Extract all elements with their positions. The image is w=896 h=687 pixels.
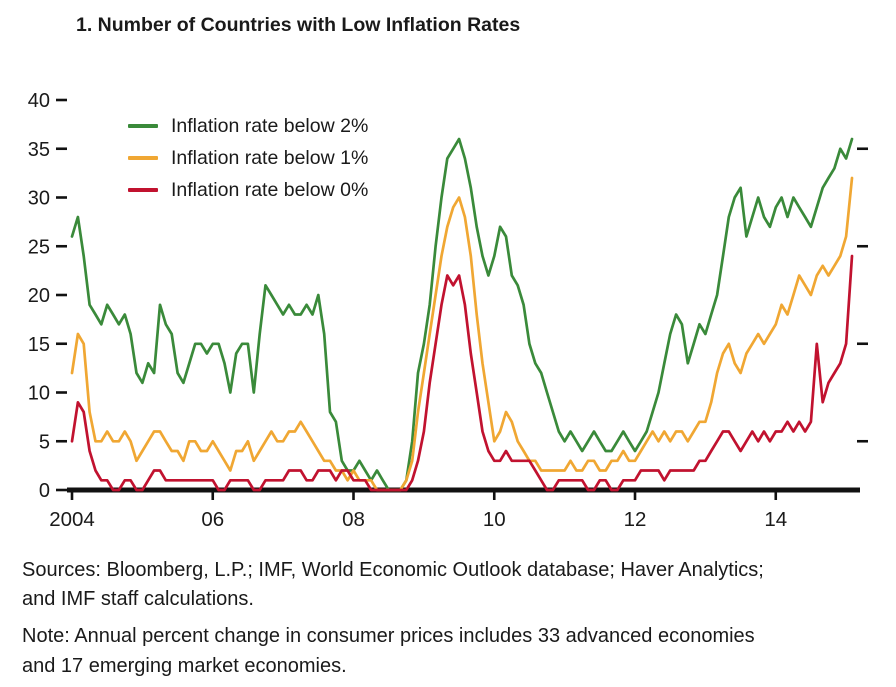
svg-text:06: 06 bbox=[201, 508, 224, 531]
sources-line-1: Sources: Bloomberg, L.P.; IMF, World Eco… bbox=[22, 559, 764, 581]
legend-swatch-green-icon bbox=[128, 124, 158, 128]
legend-label-below-0pct: Inflation rate below 0% bbox=[171, 178, 369, 201]
legend-swatch-red-icon bbox=[128, 188, 158, 192]
chart-svg: 0 5 10 15 20 25 30 35 40 2004 06 08 10 12 14 bbox=[28, 90, 868, 531]
note-line-1: Note: Annual percent change in consumer … bbox=[22, 625, 755, 648]
svg-text:2004: 2004 bbox=[49, 508, 95, 531]
svg-text:10: 10 bbox=[483, 508, 506, 531]
svg-text:15: 15 bbox=[28, 334, 50, 356]
svg-text:25: 25 bbox=[28, 236, 50, 258]
svg-text:30: 30 bbox=[28, 188, 50, 210]
legend-item-below-1pct: Inflation rate below 1% bbox=[128, 142, 368, 174]
svg-text:35: 35 bbox=[28, 139, 50, 161]
svg-text:20: 20 bbox=[28, 285, 50, 307]
svg-text:5: 5 bbox=[39, 431, 50, 453]
legend-swatch-orange-icon bbox=[128, 156, 158, 160]
figure-title: 1. Number of Countries with Low Inflatio… bbox=[76, 14, 521, 36]
sources-text: Sources: Bloomberg, L.P.; IMF, World Eco… bbox=[22, 556, 882, 614]
svg-text:12: 12 bbox=[624, 508, 647, 531]
sources-line-2: and IMF staff calculations. bbox=[22, 588, 254, 611]
chart-area: 0 5 10 15 20 25 30 35 40 2004 06 08 10 12 14 Inflation… bbox=[0, 52, 896, 534]
figure-footnotes: Sources: Bloomberg, L.P.; IMF, World Eco… bbox=[22, 556, 882, 687]
svg-text:10: 10 bbox=[28, 383, 50, 405]
note-text: Note: Annual percent change in consumer … bbox=[22, 622, 882, 680]
legend-item-below-0pct: Inflation rate below 0% bbox=[128, 174, 368, 206]
svg-text:40: 40 bbox=[28, 90, 50, 112]
svg-text:14: 14 bbox=[764, 508, 787, 531]
svg-text:0: 0 bbox=[39, 480, 50, 502]
legend-label-below-1pct: Inflation rate below 1% bbox=[171, 146, 369, 169]
svg-text:08: 08 bbox=[342, 508, 365, 531]
legend-item-below-2pct: Inflation rate below 2% bbox=[128, 110, 368, 142]
chart-legend: Inflation rate below 2% Inflation rate b… bbox=[128, 110, 368, 206]
legend-label-below-2pct: Inflation rate below 2% bbox=[171, 114, 369, 137]
note-line-2: and 17 emerging market economies. bbox=[22, 654, 347, 677]
